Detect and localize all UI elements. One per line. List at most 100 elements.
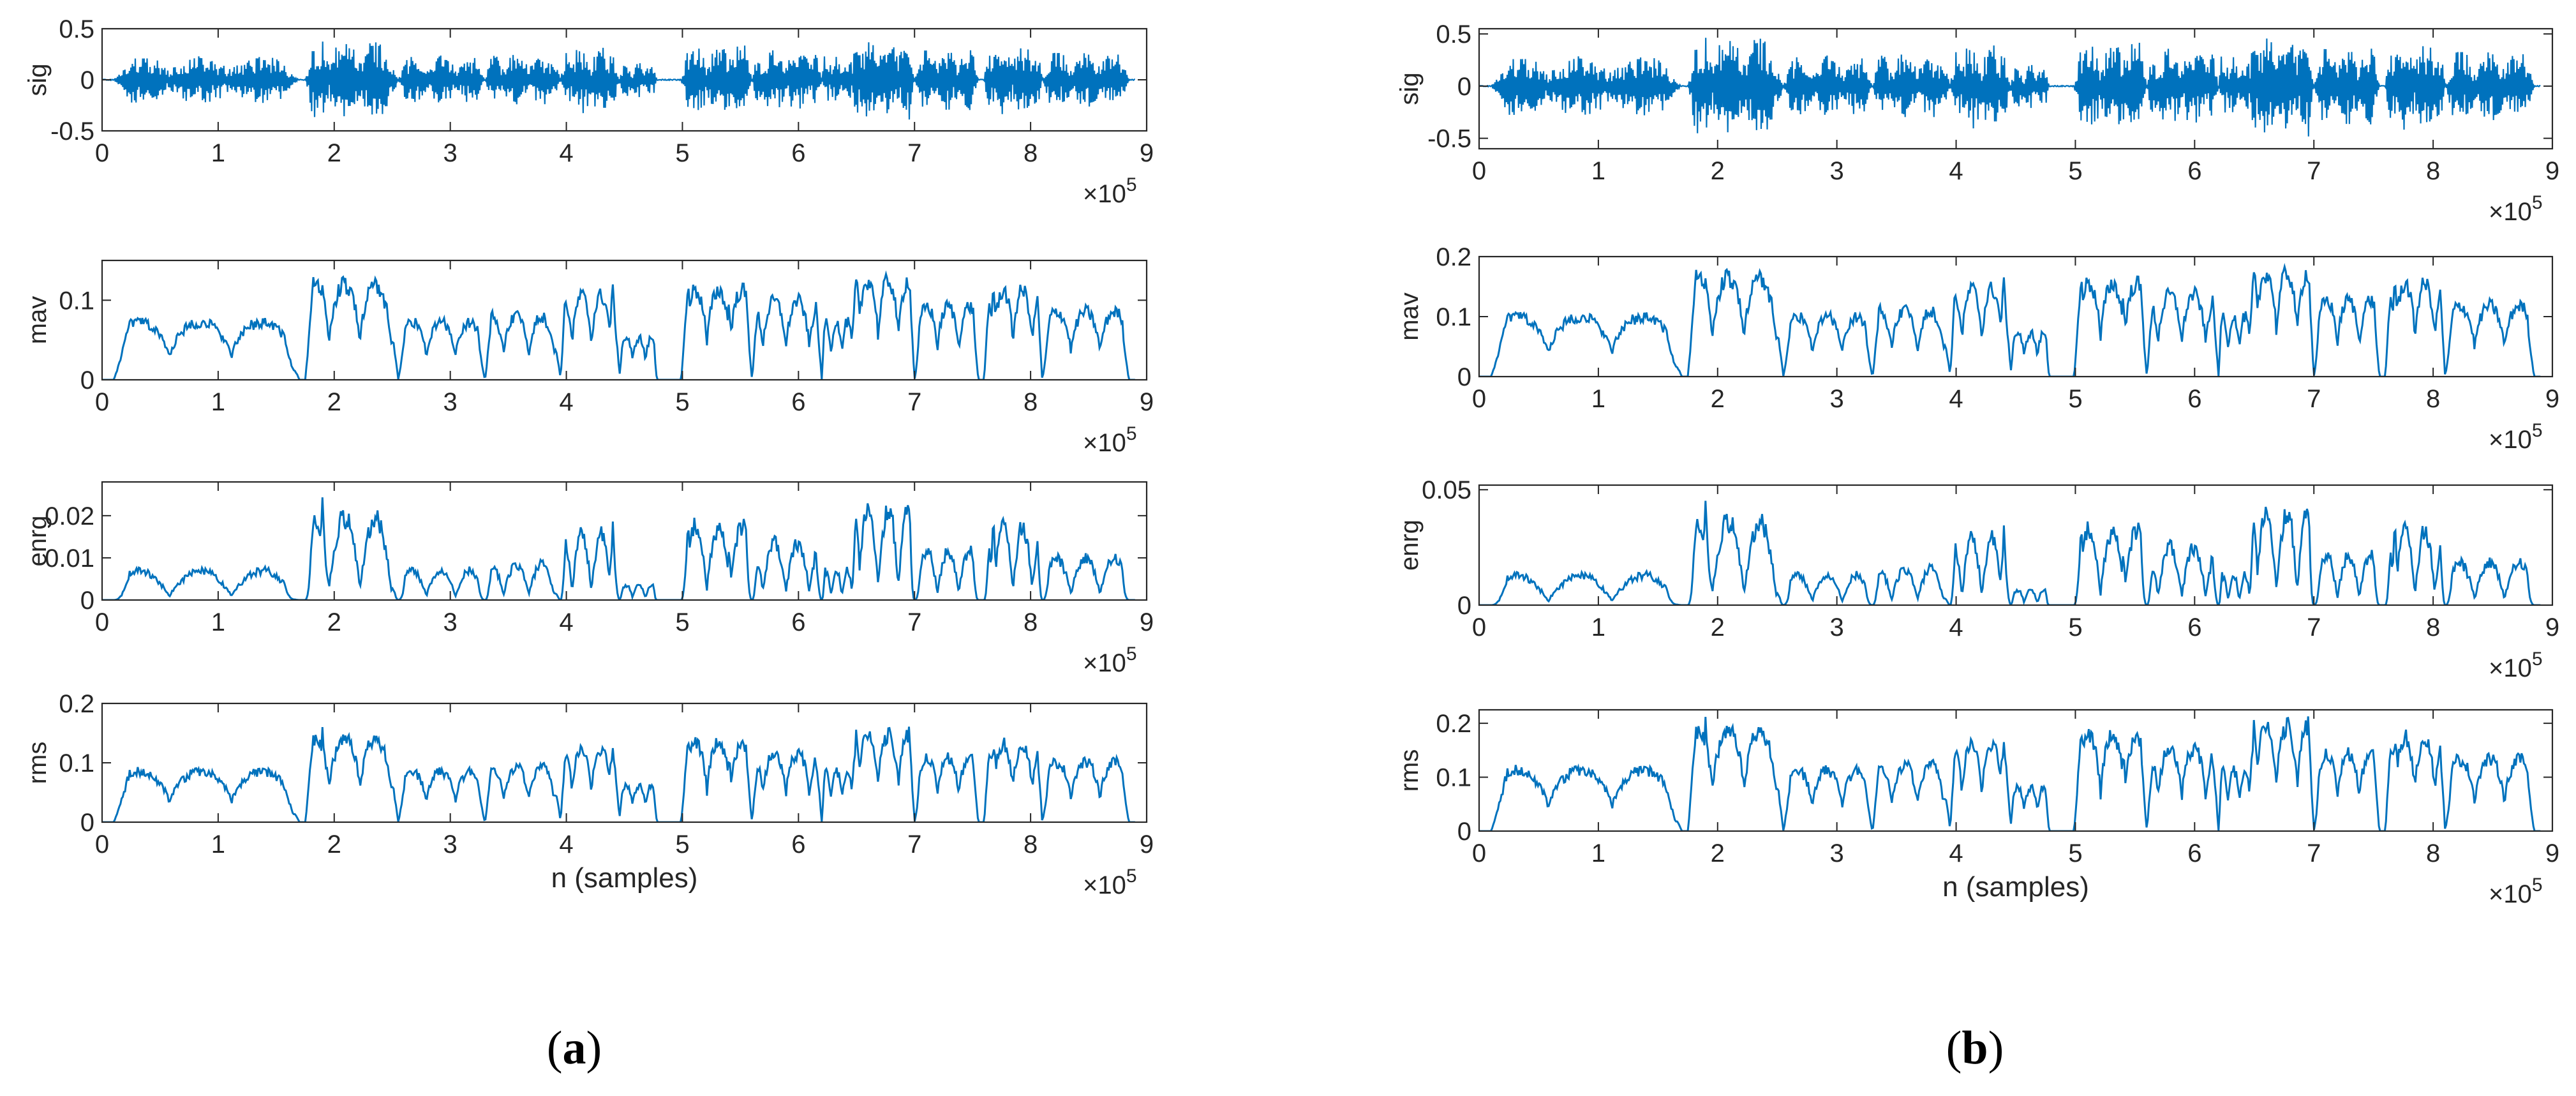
panel-a-caption: (a): [510, 1021, 638, 1076]
series-line-mav: [1479, 262, 2541, 377]
x-tick-label: 4: [559, 388, 573, 416]
series-line-sig: [102, 41, 1135, 120]
x-tick-label: 5: [675, 388, 689, 416]
series-line-rms: [1479, 716, 2541, 831]
x-tick-label: 5: [675, 830, 689, 859]
x-tick-label: 6: [791, 830, 805, 859]
series-line-mav: [102, 270, 1135, 380]
x-exponent-power: 5: [2532, 875, 2543, 896]
axes-box: [101, 481, 1148, 601]
x-exponent-label: ×105: [1083, 423, 1137, 457]
x-tick-label: 7: [2307, 157, 2321, 185]
x-tick-label: 8: [1024, 139, 1038, 167]
x-exponent-label: ×105: [2489, 420, 2543, 454]
x-tick-label: 2: [1711, 613, 1725, 642]
x-tick-label: 5: [2068, 157, 2082, 185]
series-line-sig: [1479, 38, 2541, 137]
y-tick-label: 0.2: [1436, 710, 1471, 738]
subplot-mav: 0 1 2 3 4 5 6 7 8 9×105 0 0.1 0.2 mav: [1396, 243, 2559, 454]
x-tick-label: 3: [443, 608, 458, 636]
x-tick-label: 8: [1024, 608, 1038, 636]
y-tick-label: 0.1: [59, 287, 94, 315]
x-tick-label: 5: [2068, 839, 2082, 867]
caption-letter: a: [562, 1022, 586, 1074]
axes-box: [1478, 709, 2554, 832]
y-tick-label: -0.5: [50, 117, 94, 146]
x-exponent-label: ×105: [2489, 192, 2543, 226]
x-tick-label: 3: [1830, 385, 1844, 413]
y-tick-label: 0: [1457, 592, 1471, 620]
x-tick-label: 0: [1472, 157, 1486, 185]
x-tick-label: 1: [1591, 385, 1605, 413]
y-axis-label: enrg: [1396, 520, 1424, 571]
caption-open: (: [546, 1022, 563, 1074]
x-tick-label: 7: [907, 388, 921, 416]
x-tick-label: 8: [2426, 385, 2440, 413]
x-exponent-power: 5: [1126, 643, 1137, 664]
series-line-enrg: [102, 497, 1135, 600]
y-tick-label: 0.5: [59, 15, 94, 43]
x-tick-label: 9: [2545, 385, 2559, 413]
x-tick-label: 2: [327, 830, 341, 859]
x-exponent-power: 5: [2532, 420, 2543, 441]
caption-letter: b: [1962, 1022, 1988, 1074]
axes-box: [101, 259, 1148, 381]
x-tick-label: 3: [443, 388, 458, 416]
y-tick-label: 0.1: [1436, 303, 1471, 331]
y-tick-label: 0.02: [45, 502, 94, 530]
x-axis-label: n (samples): [1942, 871, 2089, 903]
axes-box: [101, 702, 1148, 823]
x-tick-label: 4: [1949, 613, 1963, 642]
x-tick-label: 1: [1591, 613, 1605, 642]
y-tick-label: 0: [80, 66, 94, 94]
x-tick-label: 8: [1024, 830, 1038, 859]
x-axis-label: n (samples): [551, 862, 698, 894]
x-tick-label: 5: [2068, 385, 2082, 413]
x-tick-label: 7: [907, 139, 921, 167]
x-tick-label: 4: [1949, 839, 1963, 867]
x-tick-label: 2: [1711, 157, 1725, 185]
y-tick-label: -0.5: [1427, 125, 1471, 153]
x-tick-label: 9: [1140, 830, 1154, 859]
y-tick-label: 0: [80, 809, 94, 837]
x-tick-label: 0: [1472, 385, 1486, 413]
x-tick-label: 2: [1711, 839, 1725, 867]
x-tick-label: 0: [95, 139, 109, 167]
x-tick-label: 4: [1949, 385, 1963, 413]
x-tick-label: 9: [1140, 388, 1154, 416]
x-tick-label: 0: [95, 388, 109, 416]
x-tick-label: 9: [2545, 839, 2559, 867]
x-tick-label: 4: [559, 139, 573, 167]
x-exponent-power: 5: [2532, 649, 2543, 670]
y-tick-label: 0.01: [45, 544, 94, 573]
x-exponent-power: 5: [1126, 423, 1137, 444]
y-tick-label: 0.05: [1422, 476, 1471, 504]
y-axis-label: sig: [24, 63, 52, 96]
series-line-enrg: [1479, 500, 2541, 605]
x-tick-label: 1: [211, 830, 225, 859]
axes-box: [1478, 27, 2554, 150]
x-tick-label: 1: [1591, 839, 1605, 867]
x-tick-label: 3: [1830, 157, 1844, 185]
x-tick-label: 3: [1830, 839, 1844, 867]
x-tick-label: 2: [327, 608, 341, 636]
x-tick-label: 6: [2187, 385, 2201, 413]
x-tick-label: 9: [2545, 613, 2559, 642]
axes-box: [1478, 484, 2554, 606]
x-tick-label: 2: [327, 139, 341, 167]
x-tick-label: 1: [211, 608, 225, 636]
y-tick-label: 0: [1457, 73, 1471, 101]
x-tick-label: 7: [2307, 839, 2321, 867]
subplot-enrg: 0 1 2 3 4 5 6 7 8 9×105 0 0.05 enrg: [1396, 476, 2559, 682]
x-tick-label: 2: [1711, 385, 1725, 413]
x-tick-label: 8: [2426, 613, 2440, 642]
y-axis-label: enrg: [24, 515, 52, 566]
series-line-rms: [102, 726, 1135, 822]
